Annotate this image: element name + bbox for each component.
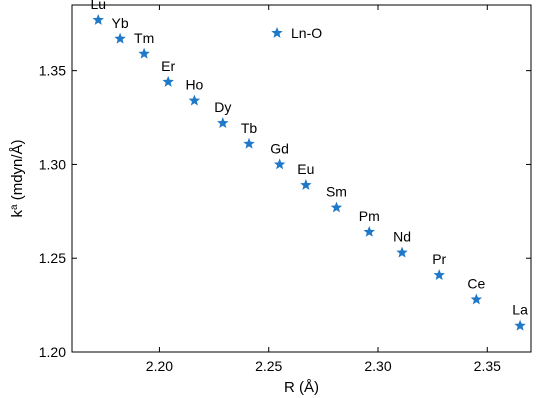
y-tick-label: 1.30 xyxy=(39,156,66,172)
x-tick-label: 2.25 xyxy=(255,358,282,374)
star-marker xyxy=(514,319,526,331)
star-marker xyxy=(138,47,150,59)
x-axis-title: R (Å) xyxy=(284,379,319,396)
legend-star-marker xyxy=(271,27,283,38)
legend: Ln-O xyxy=(271,25,322,41)
point-label: Tm xyxy=(134,30,154,46)
point-label: Pr xyxy=(432,251,446,267)
y-axis-title-rest: (mdyn/Å) xyxy=(9,139,26,204)
data-points xyxy=(92,14,526,331)
star-marker xyxy=(217,117,229,129)
x-tick-label: 2.20 xyxy=(146,358,173,374)
star-marker xyxy=(470,293,483,305)
star-marker xyxy=(162,75,174,87)
star-marker xyxy=(363,225,375,237)
point-label: Dy xyxy=(214,99,231,115)
point-label: Ho xyxy=(185,77,203,93)
y-tick-label: 1.35 xyxy=(39,63,66,79)
star-marker xyxy=(433,269,445,280)
axes xyxy=(71,4,532,353)
star-marker xyxy=(92,14,104,25)
legend-label: Ln-O xyxy=(291,25,322,41)
point-label: Gd xyxy=(270,140,289,156)
star-marker xyxy=(330,201,343,213)
point-label: Pm xyxy=(359,208,380,224)
star-marker xyxy=(243,137,255,149)
star-marker xyxy=(188,94,201,106)
y-tick-label: 1.20 xyxy=(39,344,66,360)
star-marker xyxy=(300,179,312,190)
point-label: Er xyxy=(161,58,175,74)
y-axis-title-base: k xyxy=(9,210,26,218)
point-label: Yb xyxy=(112,15,129,31)
star-marker xyxy=(396,246,408,258)
star-marker xyxy=(114,32,126,44)
point-label: Eu xyxy=(297,161,314,177)
y-tick-label: 1.25 xyxy=(39,250,66,266)
point-label: Ce xyxy=(467,275,485,291)
point-label: Tb xyxy=(241,120,258,136)
point-label: Nd xyxy=(393,229,411,245)
ticks: 2.20 2.25 2.30 2.35 1.20 1.25 1.30 1.35 xyxy=(39,5,531,374)
point-labels: Lu Yb Tm Er Ho Dy Tb Gd Eu Sm Pm Nd Pr Ce La xyxy=(90,0,528,318)
point-label: La xyxy=(512,302,528,318)
plot-frame xyxy=(71,4,532,353)
y-axis-title-superscript: a xyxy=(9,204,20,210)
y-axis-title: ka (mdyn/Å) xyxy=(9,139,27,217)
x-tick-label: 2.35 xyxy=(474,358,501,374)
point-label: Lu xyxy=(90,0,106,12)
star-marker xyxy=(273,158,286,170)
x-tick-label: 2.30 xyxy=(364,358,391,374)
point-label: Sm xyxy=(326,184,347,200)
